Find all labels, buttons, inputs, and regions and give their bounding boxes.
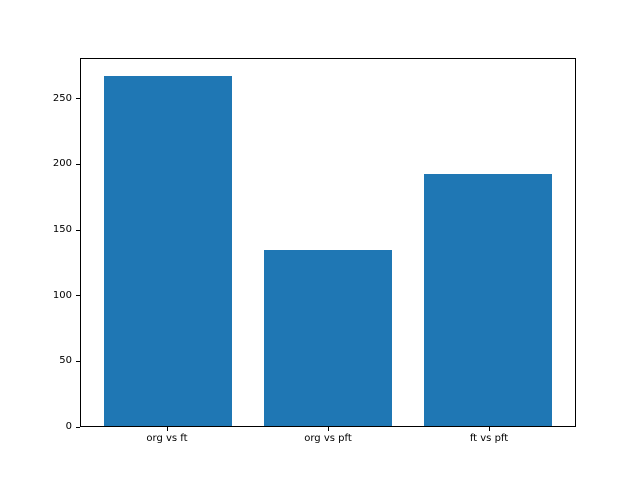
x-tick-mark <box>327 427 329 431</box>
y-axis-tick-label: 200 <box>52 158 72 170</box>
x-tick-mark <box>488 427 490 431</box>
plot-area <box>80 58 576 427</box>
y-axis-tick-label: 100 <box>52 289 72 301</box>
y-tick-mark <box>76 229 80 231</box>
y-tick-mark <box>76 98 80 100</box>
y-tick-mark <box>76 426 80 428</box>
bar-ft-vs-pft <box>424 173 553 426</box>
y-axis-tick-label: 50 <box>59 355 72 367</box>
y-axis-tick-label: 0 <box>65 421 72 432</box>
x-tick-mark <box>166 427 168 431</box>
x-axis-tick-label: org vs ft <box>146 433 188 444</box>
bar-org-vs-pft <box>263 249 393 426</box>
bar-org-vs-ft <box>103 76 232 426</box>
y-tick-mark <box>76 295 80 297</box>
y-axis-tick-label: 150 <box>52 224 72 235</box>
x-axis-tick-label: ft vs pft <box>469 433 509 444</box>
y-tick-mark <box>76 360 80 362</box>
y-tick-mark <box>76 163 80 165</box>
y-axis-tick-label: 250 <box>52 92 72 104</box>
x-axis-tick-label: org vs pft <box>304 433 352 444</box>
